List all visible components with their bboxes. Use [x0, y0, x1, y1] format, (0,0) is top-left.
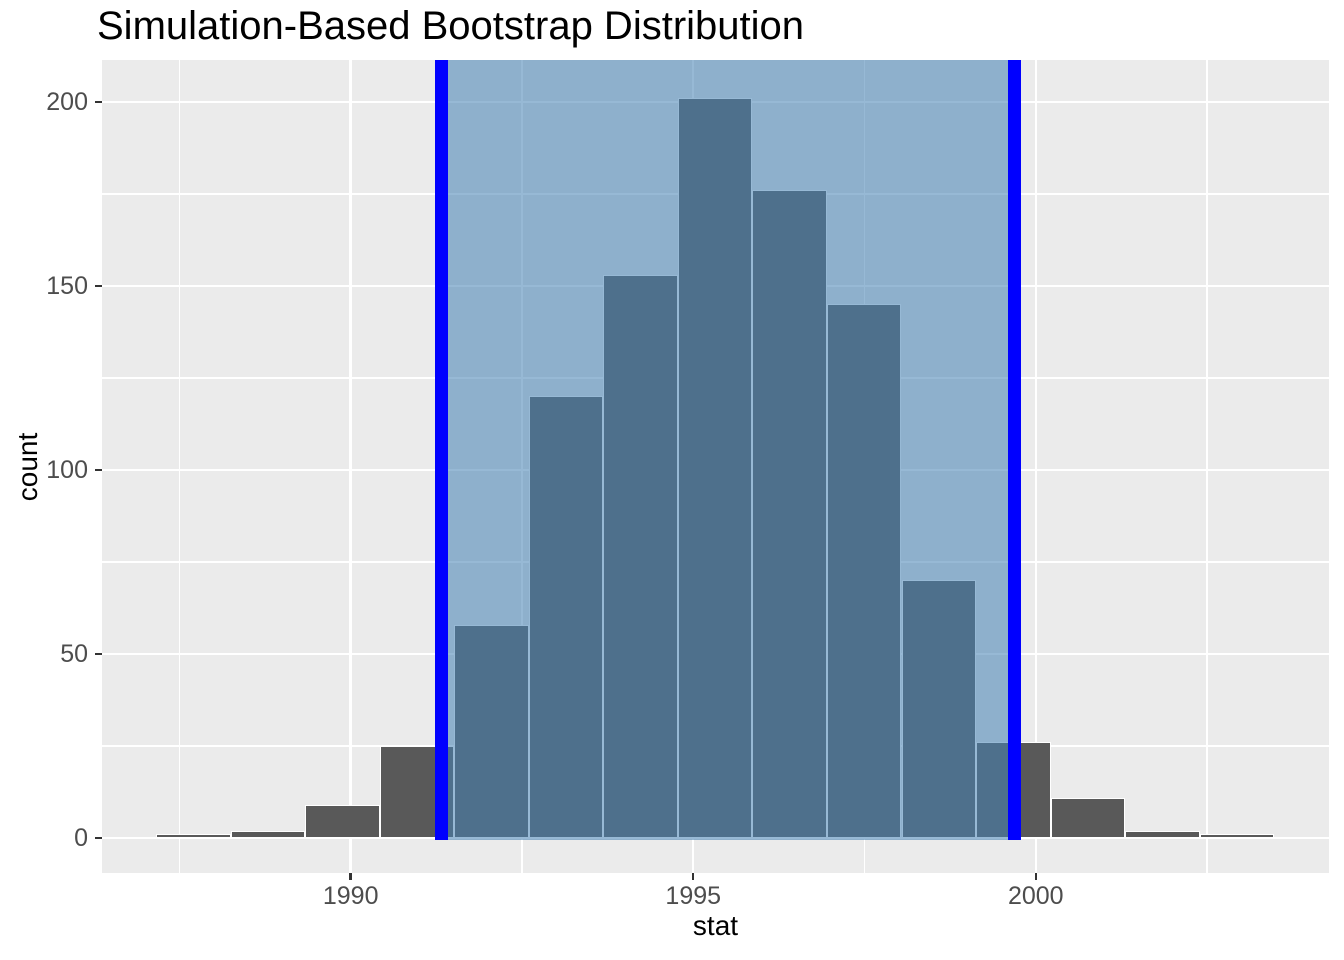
y-axis-tick-label: 150: [46, 271, 88, 300]
x-major-gridline: [349, 60, 352, 873]
x-major-gridline: [1034, 60, 1038, 873]
histogram-bar: [1050, 797, 1126, 839]
x-minor-gridline: [178, 60, 180, 873]
y-axis-tick-label: 200: [46, 87, 88, 116]
histogram-bar: [1125, 830, 1200, 839]
y-axis-title: count: [12, 432, 43, 501]
y-axis-tick-mark: [95, 468, 102, 472]
y-axis-tick-label: 0: [74, 824, 88, 853]
x-axis-tick-label: 1995: [665, 882, 722, 910]
x-axis-tick-mark: [691, 873, 695, 880]
y-axis-tick-mark: [95, 100, 102, 104]
x-axis-tick-label: 1990: [322, 882, 379, 910]
x-axis-tick-label: 2000: [1007, 882, 1064, 910]
y-axis-tick-label: 100: [46, 455, 88, 484]
histogram-bar: [305, 804, 380, 839]
x-axis-title: stat: [692, 910, 739, 941]
y-axis-tick-mark: [95, 652, 102, 656]
chart-title: Simulation-Based Bootstrap Distribution: [97, 4, 805, 48]
y-axis-tick-mark: [95, 836, 102, 840]
y-axis-tick-label: 50: [60, 640, 88, 669]
ci-lower-line: [434, 60, 448, 841]
x-axis-tick-mark: [1034, 873, 1038, 880]
x-axis-tick-mark: [349, 873, 352, 880]
y-axis-tick-mark: [95, 284, 102, 288]
confidence-interval-shade: [441, 60, 1015, 841]
histogram-bar: [1199, 834, 1275, 839]
x-minor-gridline: [1206, 60, 1208, 873]
histogram-bar: [156, 834, 231, 839]
histogram-bar: [230, 830, 306, 839]
ci-upper-line: [1008, 60, 1022, 841]
